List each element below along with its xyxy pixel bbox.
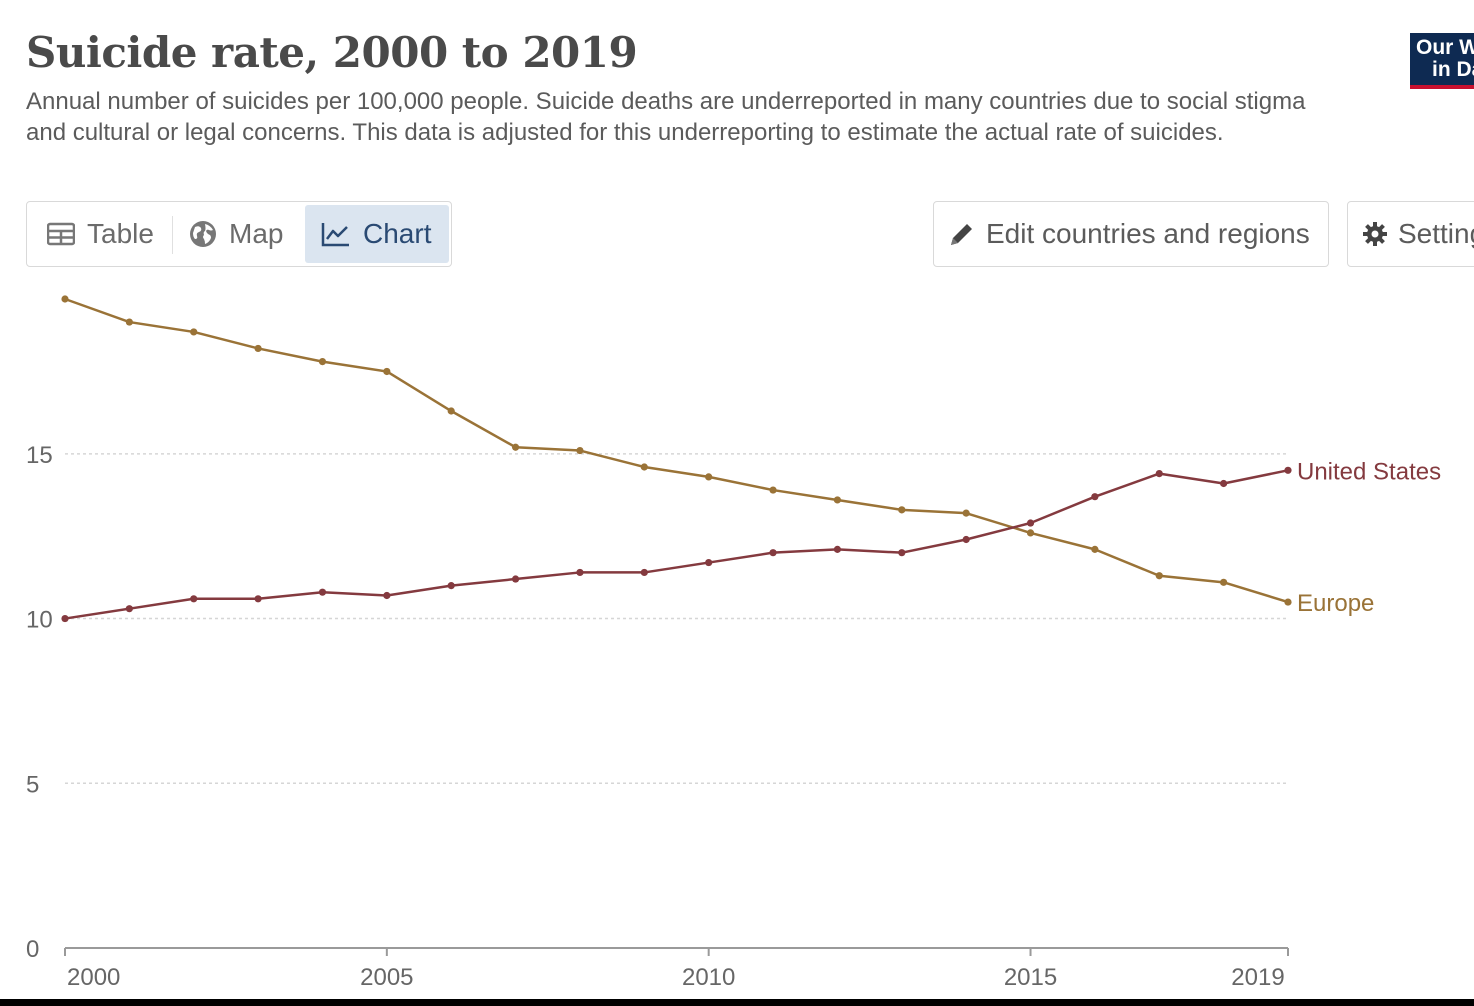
series-label-united-states: United States [1297,458,1441,485]
logo-line-1: Our World [1416,36,1474,59]
data-point-united-states [447,582,455,590]
data-point-united-states [769,549,777,557]
data-point-europe [833,496,842,504]
tab-table[interactable]: Table [31,205,171,263]
data-point-europe [61,295,69,303]
settings-button[interactable]: Settings [1347,201,1474,267]
data-point-united-states [1284,466,1292,474]
data-point-united-states [833,545,842,553]
y-tick-label: 10 [26,607,53,634]
data-point-united-states [705,558,713,567]
data-point-united-states [1155,470,1163,478]
edit-countries-label: Edit countries and regions [986,218,1310,249]
tab-map-label: Map [229,218,284,249]
data-point-united-states [190,595,198,603]
data-point-united-states [511,575,520,583]
gear-icon [1363,222,1387,246]
table-icon [47,222,75,246]
data-point-united-states [254,595,262,603]
chart-subtitle: Annual number of suicides per 100,000 pe… [26,88,1306,146]
data-point-united-states [576,568,584,577]
x-tick-label: 2015 [1004,964,1057,991]
globe-icon [190,221,216,247]
data-point-europe [383,367,391,376]
owid-logo[interactable]: Our World in Data [1410,33,1474,89]
pencil-icon [951,224,972,245]
series-label-europe: Europe [1297,590,1374,617]
data-point-europe [125,318,133,326]
data-point-united-states [1026,519,1035,527]
data-point-united-states [125,605,133,613]
data-point-united-states [61,614,69,623]
data-point-united-states [1091,493,1099,501]
settings-label: Settings [1398,218,1474,249]
data-point-europe [447,407,455,415]
data-point-europe [318,357,327,366]
tab-table-label: Table [87,218,154,249]
data-point-europe [1220,578,1228,586]
x-tick-label: 2010 [682,964,735,991]
x-tick-label: 2000 [67,964,120,991]
data-point-europe [190,328,198,336]
data-point-united-states [383,591,391,600]
y-tick-label: 5 [26,771,39,798]
data-point-europe [898,506,906,514]
line-chart-icon [321,223,349,247]
data-point-europe [254,344,262,353]
data-point-europe [1284,598,1292,606]
tab-divider [172,216,173,254]
logo-line-2: in Data [1432,58,1474,81]
data-point-europe [962,509,970,517]
series-line-europe [64,297,1289,604]
x-tick-label: 2005 [360,964,413,991]
data-point-united-states [640,568,648,577]
x-tick-label: 2019 [1231,964,1284,991]
data-point-europe [1091,545,1099,553]
data-point-united-states [318,588,327,596]
data-point-europe [576,446,584,455]
view-tabs: Table Map Chart [26,201,452,267]
data-point-united-states [898,549,906,557]
data-point-europe [640,463,648,471]
tab-chart-label: Chart [363,218,432,249]
data-point-europe [1155,572,1163,580]
data-point-united-states [1220,479,1228,488]
data-point-europe [511,443,520,451]
data-point-europe [769,486,777,494]
data-point-europe [1026,529,1035,537]
data-point-united-states [962,535,970,544]
tab-chart[interactable]: Chart [305,205,449,263]
edit-countries-button[interactable]: Edit countries and regions [933,201,1329,267]
y-tick-label: 0 [26,936,39,963]
tab-map[interactable]: Map [173,205,303,263]
series-line-united-states [64,469,1289,620]
chart-title: Suicide rate, 2000 to 2019 [26,28,638,77]
y-tick-label: 15 [26,442,53,469]
bottom-border [0,999,1474,1006]
data-point-europe [705,473,713,481]
